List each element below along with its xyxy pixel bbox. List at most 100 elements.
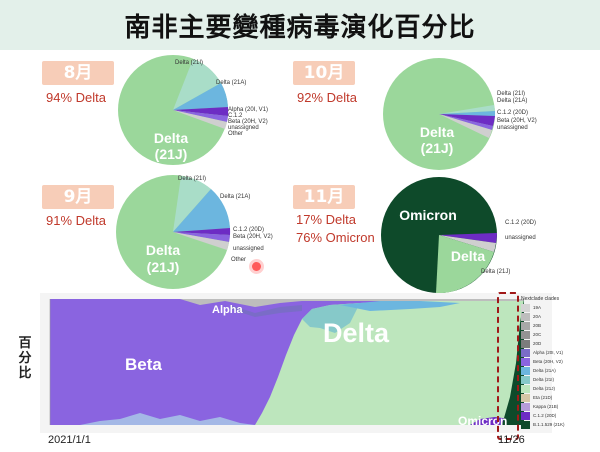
label-c12-sep: C.1.2 (20D) <box>233 227 265 233</box>
pie-slice-c12 <box>439 114 495 126</box>
pct-oct: 92% Delta <box>297 90 357 105</box>
label-unassigned-sep: unassigned <box>233 246 264 252</box>
legend-item: C.1.2 (20D) <box>521 412 557 421</box>
pie-slice-unassigned <box>173 110 227 129</box>
pie-slice-beta <box>173 232 230 242</box>
label-beta-oct: Beta (20H, V2) <box>497 118 537 124</box>
label-beta-aug: Beta (20H, V2) <box>228 119 268 125</box>
legend-swatch <box>521 385 530 393</box>
month-badge-aug: 8月 <box>42 61 114 85</box>
legend-item: Delta (21J) <box>521 385 557 394</box>
pie-chart-aug <box>118 55 229 165</box>
page-title: 南非主要變種病毒演化百分比 <box>124 13 476 43</box>
pct-nov-delta: 17% Delta <box>296 212 356 227</box>
label-other-aug: Other <box>228 131 244 137</box>
legend-item: Kappa (21B) <box>521 403 558 412</box>
y-axis-label: 百分比 <box>18 336 32 381</box>
stream-label-alpha: Alpha <box>212 304 243 316</box>
pct-nov-omicron: 76% Omicron <box>296 230 375 245</box>
stream-chart <box>40 293 552 433</box>
label-unassigned-oct: unassigned <box>497 125 528 131</box>
month-badge-oct: 10月 <box>293 61 355 85</box>
legend-label: Delta (21A) <box>533 368 556 373</box>
x-axis-end: 11/26 <box>498 434 525 446</box>
pie-slice-delta21a <box>173 83 228 110</box>
label-delta21a-sep: Delta (21A) <box>220 194 251 200</box>
stream-area-delta21j <box>255 301 524 425</box>
stream-area-bottom <box>80 413 255 425</box>
label-delta21a-oct: Delta (21A) <box>497 98 528 104</box>
legend-swatch <box>521 358 530 366</box>
label-delta21i-sep: Delta (21I) <box>178 176 207 182</box>
legend-item: Beta (20H, V2) <box>521 358 563 367</box>
legend-swatch <box>521 304 530 312</box>
legend-item: 20B <box>521 322 557 331</box>
pie-slice-c12 <box>173 228 231 235</box>
pie-chart-nov <box>381 177 497 294</box>
pie-slice-delta21j <box>436 235 494 294</box>
label-c12-nov: C.1.2 (20D) <box>505 220 537 226</box>
pie-slice-unassigned <box>439 235 496 252</box>
legend-item: 20A <box>521 313 557 322</box>
legend-swatch <box>521 394 530 402</box>
stream-area-delta21a <box>340 301 460 311</box>
legend-label: Beta (20H, V2) <box>533 359 563 364</box>
stream-label-delta: Delta <box>323 318 390 348</box>
legend-item: Alpha (20I, V1) <box>521 349 563 358</box>
highlight-box <box>497 292 519 440</box>
pie-slice-delta21a <box>439 111 496 116</box>
label-unassigned-aug: unassigned <box>228 125 259 131</box>
legend-swatch <box>521 331 530 339</box>
legend-swatch <box>521 313 530 321</box>
pie-slice-beta <box>173 110 228 122</box>
pie-chart-sep <box>116 175 231 289</box>
pie-center-label-sep: Delta (21J) <box>145 242 181 275</box>
label-unassigned-nov: unassigned <box>505 235 536 241</box>
label-delta21i-aug: Delta (21I) <box>175 60 204 66</box>
legend-item: B.1.1.529 (21K) <box>521 421 565 430</box>
title-bar <box>0 0 600 50</box>
legend-label: 20C <box>533 332 542 337</box>
stream-label-omicron: Omicron <box>458 414 508 428</box>
legend-swatch <box>521 322 530 330</box>
legend-label: 19A <box>533 305 542 310</box>
legend-swatch <box>521 367 530 375</box>
pie-slice-beta <box>439 114 493 130</box>
label-alpha-aug: Alpha (20I, V1) <box>228 107 269 113</box>
legend-item: Eta (21D) <box>521 394 557 403</box>
legend-label: 20B <box>533 323 542 328</box>
pie-slice-unassigned <box>439 114 492 138</box>
legend-title: Nextclade clades <box>521 296 560 302</box>
pie-slice-c12 <box>439 233 497 243</box>
legend-swatch <box>521 349 530 357</box>
stream-area-delta21i <box>302 303 360 333</box>
pie-center-label-oct: Delta (21J) <box>419 124 455 156</box>
pie-slice-delta21a <box>173 189 230 232</box>
pie-delta-label-nov: Delta <box>450 248 486 264</box>
legend-item: 20D <box>521 340 557 349</box>
legend-label: 20D <box>533 341 542 346</box>
label-beta-sep: Beta (20H, V2) <box>233 234 273 240</box>
legend-item: Delta (21A) <box>521 367 557 376</box>
stream-label-beta: Beta <box>125 355 162 374</box>
legend-label: Delta (21J) <box>533 386 556 391</box>
month-badge-sep: 9月 <box>42 185 114 209</box>
legend-label: Eta (21D) <box>533 395 553 400</box>
legend-item: 19A <box>521 304 557 313</box>
label-c12-oct: C.1.2 (20D) <box>497 110 529 116</box>
legend-swatch <box>521 403 530 411</box>
pie-slice-delta21i <box>173 176 211 232</box>
month-badge-nov: 11月 <box>293 185 355 209</box>
legend-label: C.1.2 (20D) <box>533 413 557 418</box>
label-other-sep: Other <box>231 257 247 263</box>
pie-slice-delta21i <box>173 59 221 110</box>
pie-slice-unassigned <box>173 232 229 250</box>
legend-label: Alpha (20I, V1) <box>533 350 564 355</box>
pct-aug: 94% Delta <box>46 90 106 105</box>
x-axis-start: 2021/1/1 <box>48 434 91 446</box>
legend-label: 20A <box>533 314 542 319</box>
legend-item: 20C <box>521 331 557 340</box>
label-delta21i-oct: Delta (21I) <box>497 91 526 97</box>
legend-swatch <box>521 421 530 429</box>
label-delta21a-aug: Delta (21A) <box>216 80 247 86</box>
